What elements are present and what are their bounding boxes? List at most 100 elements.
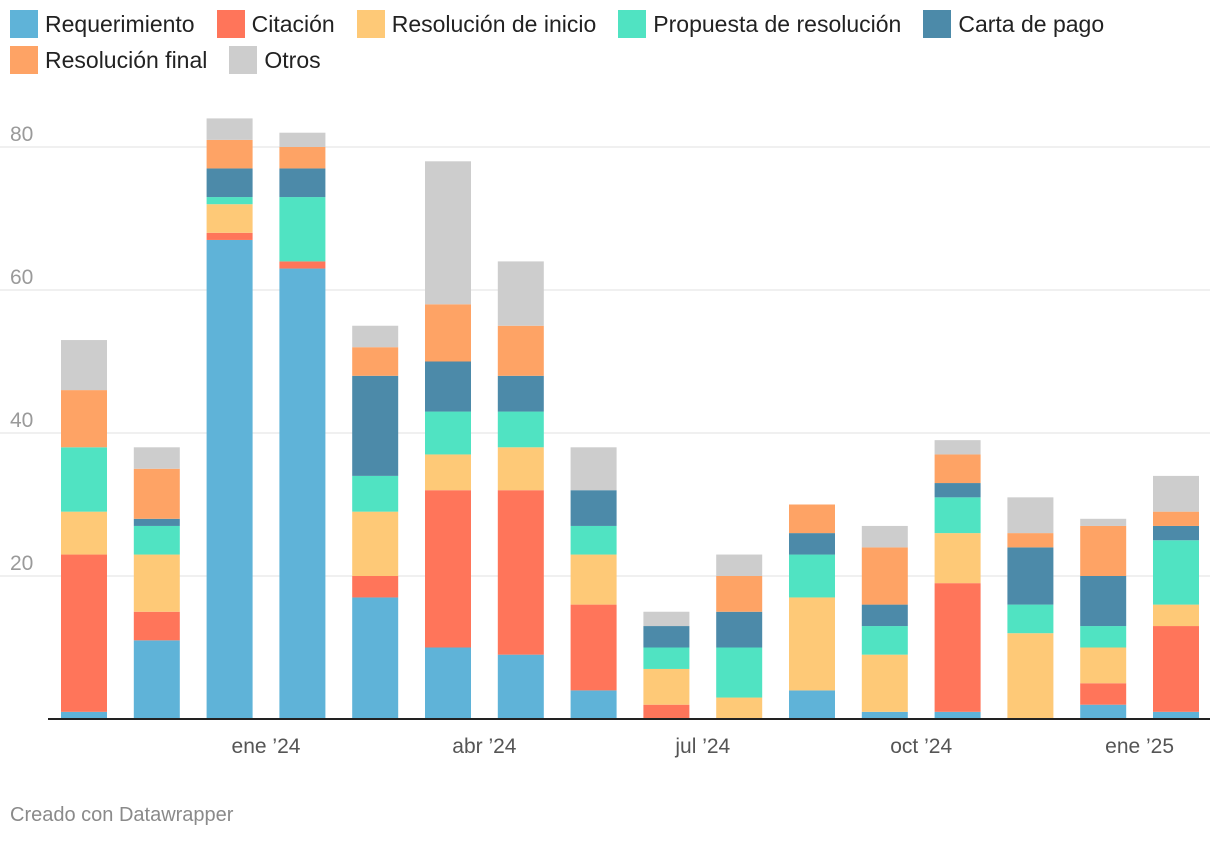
bar-stack-ago-24 (716, 554, 763, 719)
bar-segment-citacion (133, 611, 180, 641)
y-tick-label: 40 (10, 409, 33, 432)
bar-segment-otros (206, 118, 253, 140)
bar-segment-propuesta-de-resolucion (206, 197, 253, 205)
bar-stack-mar-24 (352, 325, 399, 719)
bar-segment-propuesta-de-resolucion (716, 647, 763, 698)
bar-segment-carta-de-pago (206, 168, 253, 198)
credit-text: Creado con Datawrapper (10, 804, 234, 826)
bar-segment-requerimiento (1080, 704, 1127, 719)
bar-segment-resolucion-final (934, 454, 981, 484)
bar-stack-jul-24 (643, 611, 690, 719)
bar-stack-jun-24 (570, 447, 617, 719)
legend-swatch (618, 10, 647, 38)
bar-segment-requerimiento (425, 647, 471, 719)
legend-swatch (356, 10, 385, 38)
legend-item-resolucion-de-inicio: Resolución de inicio (356, 10, 597, 38)
bar-segment-otros (61, 340, 107, 391)
bar-segment-resolucion-final (716, 576, 763, 612)
y-tick-label: 20 (10, 552, 33, 575)
legend-label: Requerimiento (45, 11, 195, 37)
legend-item-requerimiento: Requerimiento (10, 10, 195, 38)
bar-segment-resolucion-final (425, 304, 471, 362)
bar-segment-carta-de-pago (643, 626, 690, 648)
legend-label: Otros (264, 47, 321, 73)
bar-segment-resolucion-final (279, 147, 326, 169)
y-tick-label: 60 (10, 266, 33, 289)
bar-segment-requerimiento (279, 268, 326, 719)
bar-stack-may-24 (497, 261, 544, 719)
bar-segment-resolucion-final (352, 347, 399, 376)
bar-segment-propuesta-de-resolucion (352, 475, 399, 512)
bar-segment-carta-de-pago (934, 483, 981, 498)
legend-item-otros: Otros (229, 46, 321, 74)
bar-stack-oct-24 (861, 525, 908, 719)
bar-segment-otros (497, 261, 544, 326)
bar-segment-citacion (425, 490, 471, 648)
bar-segment-propuesta-de-resolucion (425, 411, 471, 455)
bar-segment-resolucion-de-inicio (1080, 647, 1127, 684)
bar-stack-sep-24 (789, 504, 835, 719)
bar-segment-carta-de-pago (1080, 576, 1127, 627)
bar-segment-otros (1080, 518, 1127, 526)
chart-legend: Requerimiento Citación Resolución de inici… (10, 10, 1210, 74)
bar-segment-propuesta-de-resolucion (643, 647, 690, 669)
bar-stacks (61, 118, 1199, 719)
bar-segment-carta-de-pago (425, 361, 471, 412)
bar-segment-requerimiento (789, 690, 835, 719)
bar-segment-propuesta-de-resolucion (279, 197, 326, 262)
bar-segment-otros (643, 611, 690, 627)
legend-label: Resolución final (45, 47, 208, 73)
bar-segment-propuesta-de-resolucion (133, 525, 180, 555)
bar-segment-propuesta-de-resolucion (789, 554, 835, 598)
bar-stack-feb-25 (1153, 475, 1199, 719)
bar-segment-citacion (1080, 683, 1127, 705)
bar-segment-requerimiento (1153, 711, 1199, 719)
bar-segment-otros (1007, 497, 1054, 534)
legend-swatch (216, 10, 245, 38)
bar-segment-propuesta-de-resolucion (497, 411, 544, 448)
bar-segment-propuesta-de-resolucion (861, 626, 908, 655)
bar-segment-otros (1153, 475, 1199, 512)
bar-segment-carta-de-pago (789, 533, 835, 555)
bar-segment-requerimiento (352, 597, 399, 719)
bar-segment-resolucion-final (861, 547, 908, 605)
bar-segment-otros (133, 447, 180, 469)
legend-item-resolucion-final: Resolución final (10, 46, 207, 74)
x-axis: ene ’24 abr ’24 jul ’24 oct ’24 ene ’25 (48, 718, 1210, 758)
bar-segment-propuesta-de-resolucion (61, 447, 107, 512)
legend-label: Resolución de inicio (391, 11, 597, 37)
bar-segment-otros (570, 447, 617, 491)
bar-segment-citacion (497, 490, 544, 655)
bar-segment-propuesta-de-resolucion (1007, 604, 1054, 634)
bar-segment-resolucion-de-inicio (497, 447, 544, 491)
bar-segment-otros (425, 161, 471, 305)
bar-segment-requerimiento (497, 654, 544, 719)
bar-segment-resolucion-final (1153, 511, 1199, 526)
bar-segment-carta-de-pago (352, 375, 399, 476)
x-tick-label: abr ’24 (452, 735, 517, 758)
bar-segment-requerimiento (934, 711, 981, 719)
legend-swatch (923, 10, 952, 38)
bar-stack-abr-24 (425, 161, 471, 719)
legend-label: Citación (251, 11, 335, 37)
bar-segment-resolucion-final (789, 504, 835, 534)
bar-segment-citacion (643, 704, 690, 719)
bar-segment-resolucion-de-inicio (1007, 633, 1054, 719)
bar-segment-resolucion-de-inicio (716, 697, 763, 719)
bar-segment-carta-de-pago (570, 490, 617, 526)
bar-segment-propuesta-de-resolucion (1080, 626, 1127, 648)
bar-segment-carta-de-pago (279, 168, 326, 198)
bar-segment-resolucion-de-inicio (425, 454, 471, 491)
legend-swatch (229, 46, 258, 74)
bar-segment-otros (352, 325, 399, 348)
x-tick-label: ene ’25 (1105, 735, 1174, 758)
bar-segment-requerimiento (206, 239, 253, 719)
bar-segment-resolucion-final (206, 139, 253, 169)
bar-segment-requerimiento (861, 711, 908, 719)
bar-segment-citacion (61, 554, 107, 712)
x-tick-label: ene ’24 (232, 735, 301, 758)
bar-segment-carta-de-pago (497, 375, 544, 412)
bar-segment-propuesta-de-resolucion (570, 525, 617, 555)
bar-segment-resolucion-de-inicio (643, 668, 690, 705)
